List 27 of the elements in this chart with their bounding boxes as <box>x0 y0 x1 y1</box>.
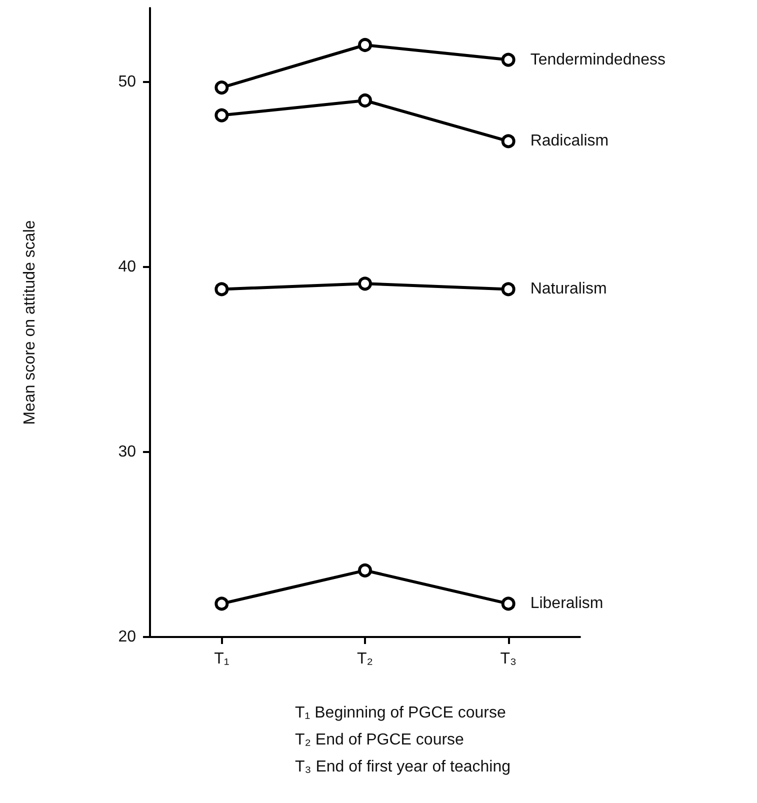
point <box>501 596 516 611</box>
point <box>214 108 229 122</box>
point <box>214 596 229 611</box>
y-tick-label: 30 <box>118 444 136 460</box>
text: T₃ End of first year of teaching <box>295 758 511 776</box>
point <box>358 276 372 291</box>
y-tick-label: 20 <box>118 628 136 646</box>
x-tick-label: T₂ <box>357 650 373 668</box>
point <box>501 52 516 67</box>
point <box>214 80 229 95</box>
text: T₁ Beginning of PGCE course <box>295 704 506 722</box>
series-label: Tendermindedness <box>530 51 666 68</box>
series-label: Radicalism <box>530 132 609 150</box>
series-label: Naturalism <box>530 280 607 298</box>
point <box>358 563 372 578</box>
y-tick-label: 40 <box>118 258 136 276</box>
point <box>358 38 372 52</box>
point <box>358 94 372 108</box>
point <box>501 282 516 296</box>
y-tick-label: 50 <box>118 74 136 90</box>
y-axis-title: Mean score on attitude scale <box>22 220 38 425</box>
x-tick-label: T₁ <box>214 650 230 668</box>
text: T₂ End of PGCE course <box>295 732 464 748</box>
series-label: Liberalism <box>530 595 604 612</box>
x-tick-label: T₃ <box>500 650 516 668</box>
point <box>214 282 229 296</box>
point <box>501 134 516 148</box>
